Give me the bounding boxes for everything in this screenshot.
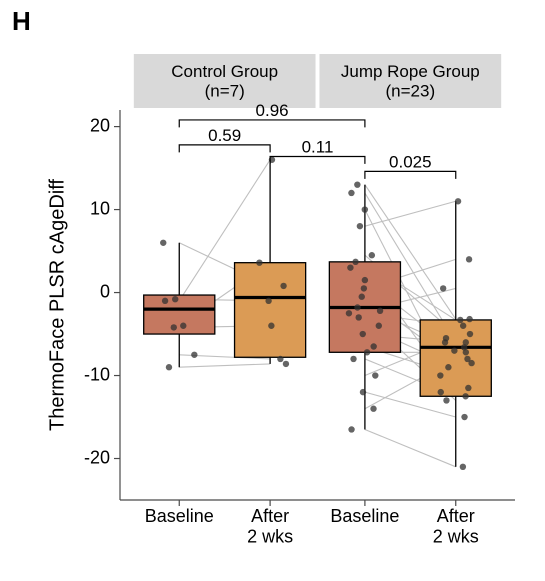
data-point bbox=[348, 426, 354, 432]
sig-label: 0.59 bbox=[208, 126, 241, 145]
data-point bbox=[376, 323, 382, 329]
y-tick-label: -20 bbox=[84, 447, 110, 467]
data-point bbox=[346, 310, 352, 316]
data-point bbox=[465, 385, 471, 391]
data-point bbox=[372, 372, 378, 378]
data-point bbox=[460, 323, 466, 329]
data-point bbox=[460, 464, 466, 470]
data-point bbox=[462, 393, 468, 399]
boxplot-chart: Control Group(n=7)Jump Rope Group(n=23)-… bbox=[0, 0, 545, 581]
pair-line bbox=[365, 429, 456, 466]
data-point bbox=[457, 317, 463, 323]
data-point bbox=[359, 294, 365, 300]
data-point bbox=[438, 389, 444, 395]
sig-label: 0.025 bbox=[389, 152, 432, 171]
panel-letter: H bbox=[12, 6, 31, 37]
data-point bbox=[370, 343, 376, 349]
x-tick-label: After2 wks bbox=[433, 506, 479, 547]
y-tick-label: 20 bbox=[90, 115, 110, 135]
data-point bbox=[354, 304, 360, 310]
data-point bbox=[370, 406, 376, 412]
sig-bracket bbox=[270, 156, 365, 163]
x-tick-label: After2 wks bbox=[247, 506, 293, 547]
data-point bbox=[362, 277, 368, 283]
data-point bbox=[283, 361, 289, 367]
data-point bbox=[437, 372, 443, 378]
data-point bbox=[354, 181, 360, 187]
sig-bracket bbox=[179, 120, 365, 127]
data-point bbox=[463, 339, 469, 345]
data-point bbox=[162, 298, 168, 304]
box bbox=[144, 295, 215, 334]
data-point bbox=[464, 356, 470, 362]
data-point bbox=[277, 356, 283, 362]
data-point bbox=[461, 414, 467, 420]
data-point bbox=[360, 331, 366, 337]
y-tick-label: -10 bbox=[84, 364, 110, 384]
y-axis-label: ThermoFace PLSR cAgeDiff bbox=[46, 179, 68, 431]
data-point bbox=[443, 397, 449, 403]
data-point bbox=[191, 352, 197, 358]
box bbox=[235, 263, 306, 358]
data-point bbox=[362, 206, 368, 212]
data-point bbox=[348, 190, 354, 196]
pair-line bbox=[179, 364, 270, 367]
data-point bbox=[171, 324, 177, 330]
data-point bbox=[361, 285, 367, 291]
data-point bbox=[160, 240, 166, 246]
data-point bbox=[364, 349, 370, 355]
sig-bracket bbox=[179, 145, 270, 152]
data-point bbox=[466, 256, 472, 262]
data-point bbox=[357, 223, 363, 229]
data-point bbox=[466, 316, 472, 322]
y-tick-label: 0 bbox=[100, 281, 110, 301]
y-tick-label: 10 bbox=[90, 198, 110, 218]
data-point bbox=[352, 259, 358, 265]
data-point bbox=[166, 364, 172, 370]
data-point bbox=[280, 283, 286, 289]
sig-bracket bbox=[365, 171, 456, 178]
data-point bbox=[350, 356, 356, 362]
data-point bbox=[172, 296, 178, 302]
box bbox=[420, 320, 491, 396]
sig-label: 0.96 bbox=[256, 101, 289, 120]
data-point bbox=[180, 323, 186, 329]
data-point bbox=[355, 314, 361, 320]
data-point bbox=[347, 264, 353, 270]
data-point bbox=[463, 349, 469, 355]
data-point bbox=[451, 347, 457, 353]
data-point bbox=[268, 323, 274, 329]
data-point bbox=[265, 298, 271, 304]
data-point bbox=[256, 259, 262, 265]
data-point bbox=[443, 335, 449, 341]
x-tick-label: Baseline bbox=[145, 506, 214, 526]
data-point bbox=[369, 252, 375, 258]
data-point bbox=[445, 364, 451, 370]
data-point bbox=[467, 331, 473, 337]
x-tick-label: Baseline bbox=[330, 506, 399, 526]
data-point bbox=[455, 198, 461, 204]
data-point bbox=[360, 389, 366, 395]
sig-label: 0.11 bbox=[302, 137, 334, 156]
data-point bbox=[377, 308, 383, 314]
data-point bbox=[440, 285, 446, 291]
